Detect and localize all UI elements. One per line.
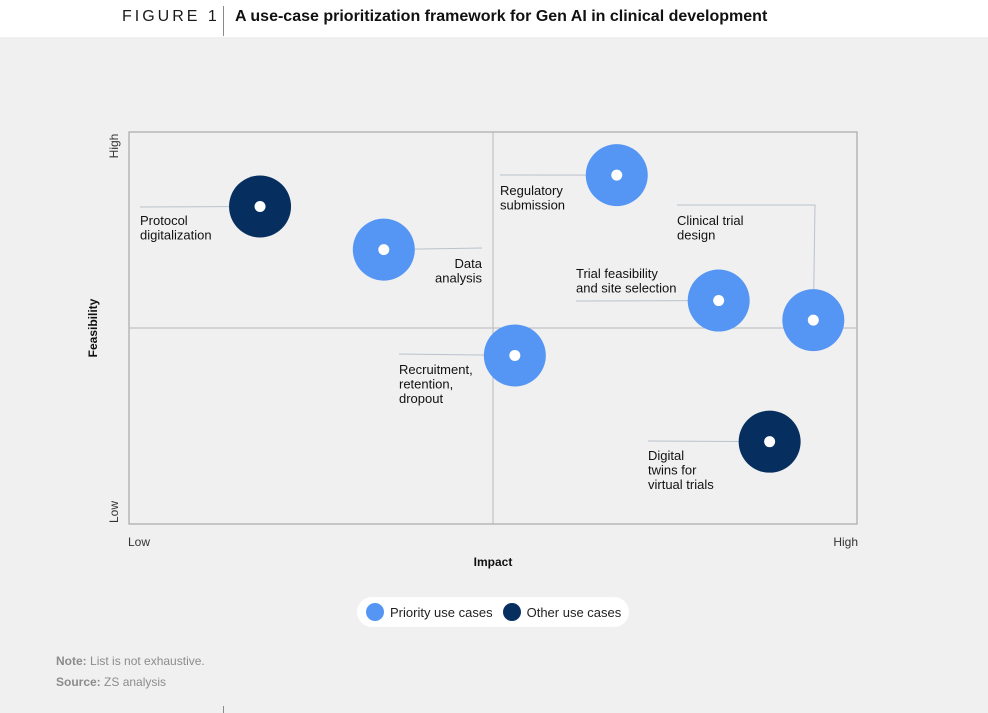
point-center-trial-feasibility-and-site-selection bbox=[713, 295, 725, 307]
point-center-clinical-trial-design bbox=[807, 314, 819, 326]
source-text: ZS analysis bbox=[104, 675, 167, 689]
label-regulatory-submission: Regulatory submission bbox=[500, 183, 565, 213]
x-axis-label: Impact bbox=[474, 555, 513, 569]
figure-header: FIGURE 1 A use-case prioritization frame… bbox=[0, 0, 988, 37]
point-center-digital-twins-for-virtual-trials bbox=[764, 436, 776, 448]
note-line: Note: List is not exhaustive. bbox=[56, 651, 205, 672]
point-labels: Data analysis Regulatory submission Recruitm… bbox=[140, 183, 744, 492]
bottom-divider bbox=[223, 706, 224, 713]
source-label: Source: bbox=[56, 675, 101, 689]
legend-item-other: Other use cases bbox=[502, 603, 622, 621]
label-clinical-trial-design: Clinical trial design bbox=[677, 213, 744, 243]
label-trial-feasibility-and-site-selection: Trial feasibility and site selection bbox=[576, 266, 676, 296]
leader-clinical-trial-design bbox=[677, 204, 816, 321]
y-tick-high: High bbox=[107, 134, 121, 159]
legend-priority-label: Priority use cases bbox=[390, 604, 493, 620]
header-divider bbox=[223, 6, 224, 36]
legend: Priority use cases Other use cases bbox=[357, 597, 629, 627]
point-center-protocol-digitalization bbox=[254, 200, 266, 212]
figure-title: A use-case prioritization framework for … bbox=[235, 8, 768, 25]
label-digital-twins-for-virtual-trials: Digital twins for virtual trials bbox=[648, 448, 714, 492]
note-label: Note: bbox=[56, 654, 87, 668]
legend-priority-swatch bbox=[366, 603, 384, 621]
figure-label: FIGURE 1 bbox=[122, 8, 220, 25]
data-points bbox=[229, 144, 845, 473]
label-recruitment-retention-dropout: Recruitment, retention, dropout bbox=[399, 362, 473, 406]
label-protocol-digitalization: Protocol digitalization bbox=[140, 213, 212, 243]
x-tick-low: Low bbox=[128, 535, 150, 549]
legend-other-label: Other use cases bbox=[526, 604, 622, 620]
note-text: List is not exhaustive. bbox=[90, 654, 205, 668]
y-axis-label: Feasibility bbox=[86, 298, 100, 357]
source-line: Source: ZS analysis bbox=[56, 672, 205, 693]
point-center-recruitment-retention-dropout bbox=[509, 349, 521, 361]
point-center-regulatory-submission bbox=[611, 169, 623, 181]
notes: Note: List is not exhaustive. Source: ZS… bbox=[56, 651, 205, 693]
y-tick-low: Low bbox=[107, 501, 121, 523]
label-data-analysis: Data analysis bbox=[435, 256, 483, 286]
legend-item-priority: Priority use cases bbox=[366, 603, 493, 621]
x-tick-high: High bbox=[833, 535, 858, 549]
legend-other-swatch bbox=[502, 603, 521, 621]
point-center-data-analysis bbox=[378, 244, 390, 256]
